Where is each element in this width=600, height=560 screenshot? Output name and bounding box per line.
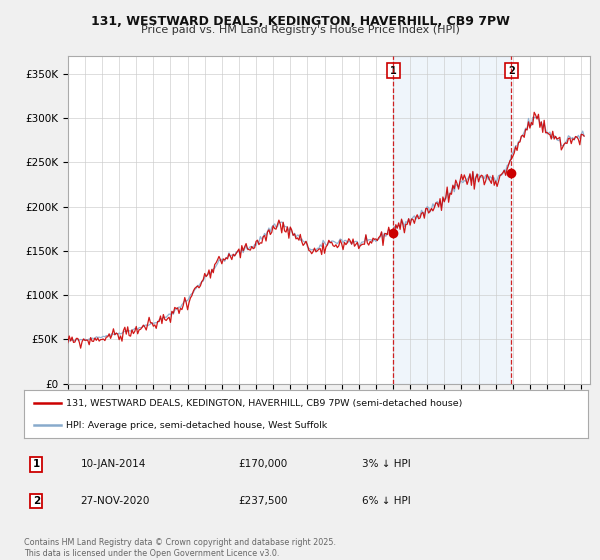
Text: 1: 1 — [390, 66, 397, 76]
Text: Price paid vs. HM Land Registry's House Price Index (HPI): Price paid vs. HM Land Registry's House … — [140, 25, 460, 35]
Text: 2: 2 — [508, 66, 515, 76]
Text: £237,500: £237,500 — [238, 496, 288, 506]
Text: 27-NOV-2020: 27-NOV-2020 — [80, 496, 150, 506]
Text: £170,000: £170,000 — [238, 459, 287, 469]
Text: HPI: Average price, semi-detached house, West Suffolk: HPI: Average price, semi-detached house,… — [66, 421, 328, 430]
Text: 131, WESTWARD DEALS, KEDINGTON, HAVERHILL, CB9 7PW (semi-detached house): 131, WESTWARD DEALS, KEDINGTON, HAVERHIL… — [66, 399, 463, 408]
Text: Contains HM Land Registry data © Crown copyright and database right 2025.
This d: Contains HM Land Registry data © Crown c… — [24, 538, 336, 558]
Text: 6% ↓ HPI: 6% ↓ HPI — [362, 496, 411, 506]
Text: 131, WESTWARD DEALS, KEDINGTON, HAVERHILL, CB9 7PW: 131, WESTWARD DEALS, KEDINGTON, HAVERHIL… — [91, 15, 509, 27]
Text: 1: 1 — [33, 459, 40, 469]
Text: 3% ↓ HPI: 3% ↓ HPI — [362, 459, 411, 469]
Text: 10-JAN-2014: 10-JAN-2014 — [80, 459, 146, 469]
Text: 2: 2 — [33, 496, 40, 506]
Bar — [394, 56, 511, 384]
